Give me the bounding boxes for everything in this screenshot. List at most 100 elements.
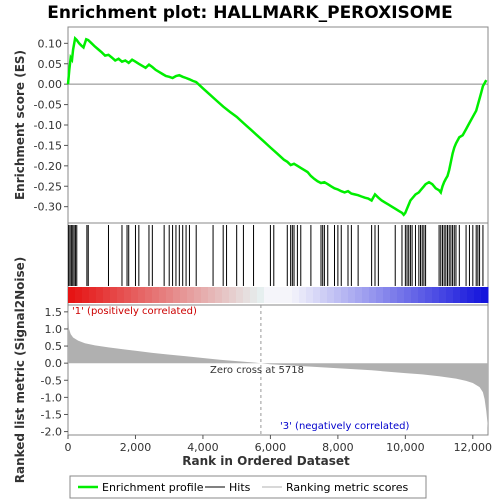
rank-color-segment — [432, 287, 440, 303]
xtick-label: 2,000 — [120, 441, 152, 454]
legend-hits-label: Hits — [229, 481, 251, 494]
es-ytick-label: -0.10 — [34, 119, 62, 132]
metric-ytick-label: -0.5 — [41, 374, 62, 387]
rank-color-segment — [376, 287, 384, 303]
rank-color-segment — [152, 287, 160, 303]
zero-cross-label: Zero cross at 5718 — [210, 365, 304, 376]
rank-color-segment — [467, 287, 475, 303]
rank-color-segment — [166, 287, 174, 303]
metric-ytick-label: 1.0 — [45, 323, 63, 336]
metric-ytick-label: 1.5 — [45, 306, 63, 319]
rank-color-segment — [75, 287, 83, 303]
rank-color-segment — [159, 287, 167, 303]
metric-ytick-label: 0.5 — [45, 340, 63, 353]
rank-color-segment — [327, 287, 335, 303]
rank-color-segment — [201, 287, 209, 303]
rank-color-segment — [110, 287, 118, 303]
es-ylabel: Enrichment score (ES) — [13, 50, 27, 200]
rank-color-segment — [208, 287, 216, 303]
rank-color-segment — [460, 287, 468, 303]
rank-color-segment — [320, 287, 328, 303]
es-ytick-label: 0.10 — [38, 37, 63, 50]
xtick-label: 12,000 — [454, 441, 493, 454]
rank-color-segment — [348, 287, 356, 303]
xtick-label: 8,000 — [322, 441, 354, 454]
es-ytick-label: -0.15 — [34, 139, 62, 152]
rank-color-segment — [334, 287, 342, 303]
rank-color-segment — [341, 287, 349, 303]
metric-panel: 1.5 1.0 0.5 0.0 -0.5 -1.0 -1.5 -2.0 '1' (positi… — [13, 257, 489, 484]
rank-color-segment — [229, 287, 237, 303]
rank-color-segment — [362, 287, 370, 303]
legend-enrichment-label: Enrichment profile — [102, 481, 204, 494]
rank-color-segment — [264, 287, 272, 303]
rank-color-segment — [68, 287, 76, 303]
metric-ytick-label: -1.5 — [41, 408, 62, 421]
rank-color-segment — [222, 287, 230, 303]
rank-color-segment — [397, 287, 405, 303]
rank-color-segment — [82, 287, 90, 303]
rank-color-segment — [446, 287, 454, 303]
es-ytick-label: 0.05 — [38, 58, 63, 71]
rank-color-segment — [292, 287, 300, 303]
rank-color-segment — [117, 287, 125, 303]
rank-color-segment — [89, 287, 97, 303]
rank-color-segment — [355, 287, 363, 303]
rank-color-segment — [194, 287, 202, 303]
rank-color-segment — [285, 287, 293, 303]
rank-color-segment — [299, 287, 307, 303]
legend: Enrichment profile Hits Ranking metric s… — [69, 475, 427, 499]
rank-color-segment — [236, 287, 244, 303]
rank-color-segment — [215, 287, 223, 303]
rank-color-segment — [96, 287, 104, 303]
rank-color-segment — [383, 287, 391, 303]
rank-color-segment — [369, 287, 377, 303]
rank-color-segment — [131, 287, 139, 303]
rank-color-segment — [390, 287, 398, 303]
rank-color-segment — [474, 287, 482, 303]
metric-ytick-label: -2.0 — [41, 426, 62, 439]
metric-ytick-label: -1.0 — [41, 391, 62, 404]
rank-color-segment — [411, 287, 419, 303]
rank-color-segment — [404, 287, 412, 303]
rank-color-segment — [173, 287, 181, 303]
metric-ylabel: Ranked list metric (Signal2Noise) — [13, 257, 27, 484]
rank-color-segment — [481, 287, 489, 303]
rank-color-segment — [250, 287, 258, 303]
es-panel: 0.10 0.05 0.00 -0.05 -0.10 -0.15 -0.20 -0.25 -0.… — [13, 26, 489, 224]
rank-color-segment — [138, 287, 146, 303]
negative-label: '3' (negatively correlated) — [280, 421, 409, 432]
xtick-label: 0 — [65, 441, 72, 454]
ranking-metric-area — [68, 305, 488, 429]
rank-color-segment — [243, 287, 251, 303]
xtick-label: 6,000 — [255, 441, 287, 454]
rank-color-segment — [145, 287, 153, 303]
rank-color-segment — [271, 287, 279, 303]
rank-color-segment — [418, 287, 426, 303]
legend-metric-label: Ranking metric scores — [286, 481, 408, 494]
legend-frame — [69, 475, 427, 499]
es-ytick-label: -0.20 — [34, 160, 62, 173]
es-ytick-label: -0.05 — [34, 99, 62, 112]
rank-color-segment — [425, 287, 433, 303]
rank-color-segment — [306, 287, 314, 303]
rank-color-segment — [180, 287, 188, 303]
chart-title: Enrichment plot: HALLMARK_PEROXISOME — [47, 3, 453, 23]
es-ytick-label: -0.30 — [34, 201, 62, 214]
rank-color-segment — [257, 287, 265, 303]
xlabel: Rank in Ordered Dataset — [182, 454, 350, 468]
hits-panel — [67, 222, 489, 306]
rank-color-segment — [278, 287, 286, 303]
rank-color-segment — [103, 287, 111, 303]
xtick-label: 10,000 — [386, 441, 425, 454]
rank-color-segment — [453, 287, 461, 303]
rank-color-segment — [187, 287, 195, 303]
positive-label: '1' (positively correlated) — [72, 306, 197, 317]
es-panel-frame — [67, 26, 489, 224]
xtick-label: 4,000 — [187, 441, 219, 454]
metric-ytick-label: 0.0 — [45, 357, 63, 370]
rank-color-segment — [124, 287, 132, 303]
es-ytick-label: -0.25 — [34, 180, 62, 193]
rank-color-segment — [313, 287, 321, 303]
